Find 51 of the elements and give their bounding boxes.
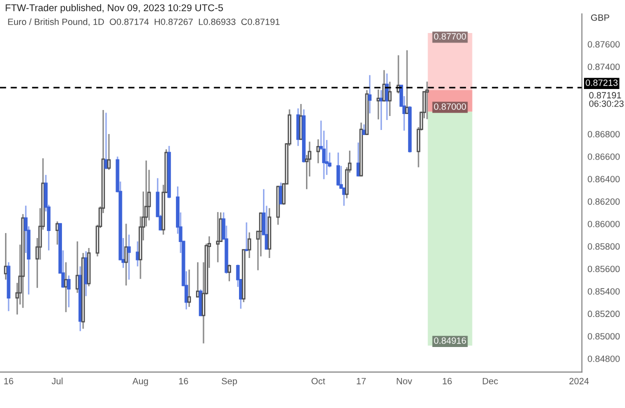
candlestick [196, 262, 200, 298]
y-tick-label: 0.86400 [588, 176, 620, 182]
data-label: 0.87700 [434, 33, 466, 40]
y-tick-label: 0.85400 [588, 288, 620, 295]
candlestick [336, 152, 340, 186]
candlestick [379, 89, 383, 131]
x-tick-label: Dec [482, 378, 498, 384]
candlestick [376, 88, 380, 120]
candlestick [127, 234, 131, 280]
candlestick [67, 274, 71, 308]
candlestick [187, 268, 191, 308]
candlestick [248, 232, 252, 259]
y-tick-label: 0.86000 [588, 220, 620, 228]
x-tick-label: Aug [132, 378, 148, 386]
x-tick-label: Jul [52, 378, 62, 384]
y-tick-label: 0.85800 [588, 243, 620, 250]
data-label: 0.87000 [434, 103, 466, 110]
candlestick [124, 223, 128, 286]
candlestick [388, 81, 392, 117]
y-tick-label: 0.85000 [588, 333, 620, 340]
chart-subtitle: Euro / British Pound, 1D O0.87174 H0.87267 L0.86933 C0.87191 [8, 18, 280, 26]
y-tick-label: 0.84800 [588, 356, 620, 362]
candlestick [107, 133, 111, 171]
x-tick-label: Nov [396, 378, 412, 384]
candlestick [216, 211, 220, 263]
x-tick-label: 17 [356, 378, 366, 384]
text: 0.87191 06:30:23 [589, 92, 624, 107]
y-tick-label: 0.87400 [588, 64, 620, 70]
y-tick-label: 0.86200 [588, 198, 620, 205]
candlestick [342, 187, 346, 206]
candlestick [316, 138, 320, 164]
x-tick-label: 2024 [569, 378, 589, 384]
x-tick-label: 16 [179, 378, 188, 384]
y-tick-label: 0.87600 [588, 41, 620, 48]
x-tick-label: Sep [222, 378, 237, 386]
chart-title: FTW-Trader published, Nov 09, 2023 10:29 UTC-5 [6, 4, 223, 14]
y-tick-label: 0.85600 [588, 266, 620, 272]
x-tick-label: Oct [312, 378, 326, 384]
ref-line-label: 0.87213 [586, 80, 618, 86]
x-tick-label: 16 [442, 378, 452, 384]
y-tick-label: 0.86800 [588, 130, 620, 138]
candlestick [425, 80, 429, 120]
candlestick [56, 220, 60, 246]
candlestick [368, 74, 372, 114]
x-tick-label: 16 [4, 378, 14, 384]
text: GBP [591, 14, 610, 21]
candlestick [228, 264, 232, 282]
candlestick [244, 222, 248, 252]
y-tick-label: 0.85200 [588, 310, 620, 318]
data-label: 0.84916 [434, 337, 466, 344]
y-tick-label: 0.86600 [588, 153, 620, 160]
